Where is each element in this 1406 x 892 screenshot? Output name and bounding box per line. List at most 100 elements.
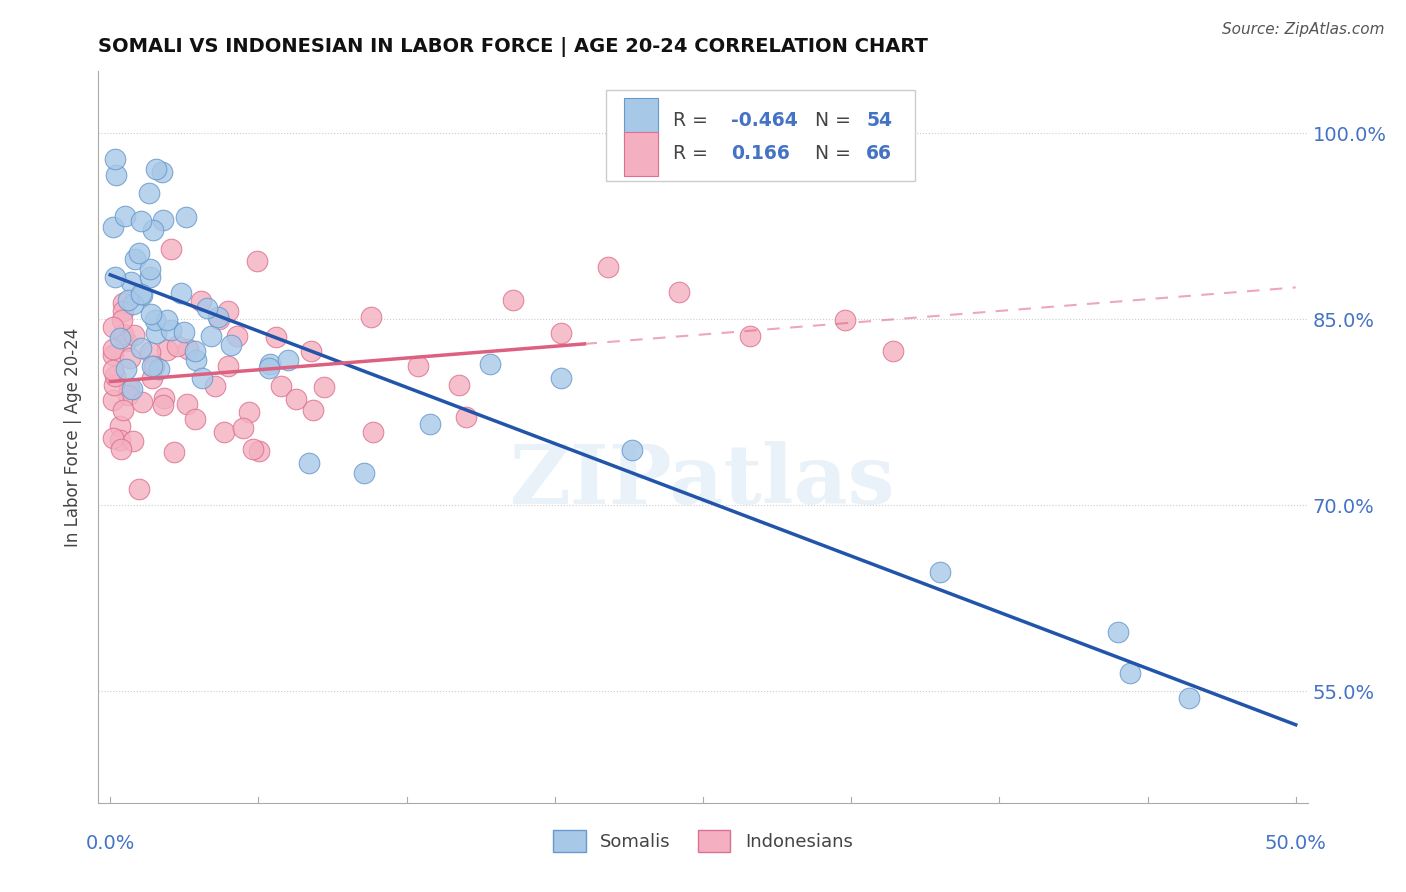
Point bbox=[120, 275, 142, 289]
Point bbox=[108, 331, 131, 345]
Point bbox=[139, 307, 162, 321]
Point bbox=[114, 209, 136, 223]
Point bbox=[360, 310, 382, 325]
Point bbox=[238, 404, 260, 418]
Point bbox=[246, 253, 269, 268]
Text: 54: 54 bbox=[866, 111, 893, 129]
Point bbox=[142, 222, 165, 236]
Point bbox=[112, 304, 135, 318]
Point bbox=[247, 444, 270, 458]
Text: 0.166: 0.166 bbox=[731, 145, 790, 163]
Point bbox=[160, 323, 183, 337]
Point bbox=[145, 161, 167, 176]
Point bbox=[264, 329, 287, 343]
Point bbox=[101, 363, 124, 377]
Point bbox=[183, 343, 205, 358]
Point bbox=[150, 165, 173, 179]
Point bbox=[160, 242, 183, 256]
Point bbox=[148, 362, 170, 376]
Point bbox=[156, 343, 179, 357]
Point bbox=[128, 483, 150, 497]
Point bbox=[408, 359, 430, 373]
Y-axis label: In Labor Force | Age 20-24: In Labor Force | Age 20-24 bbox=[65, 327, 83, 547]
Point bbox=[176, 397, 198, 411]
Point bbox=[173, 325, 195, 339]
Point bbox=[197, 301, 219, 315]
Point bbox=[550, 326, 572, 341]
Point bbox=[163, 444, 186, 458]
Point bbox=[139, 345, 162, 359]
Point bbox=[138, 186, 160, 200]
Point bbox=[129, 287, 152, 301]
Point bbox=[447, 378, 470, 392]
Point bbox=[184, 412, 207, 426]
Point bbox=[139, 262, 162, 277]
Text: 66: 66 bbox=[866, 145, 893, 163]
Text: R =: R = bbox=[673, 145, 714, 163]
Point bbox=[190, 294, 212, 309]
Point bbox=[143, 313, 166, 327]
Point bbox=[270, 378, 292, 392]
Point bbox=[259, 358, 281, 372]
Point bbox=[111, 312, 134, 326]
Point bbox=[131, 288, 153, 302]
Point bbox=[110, 433, 132, 447]
Point bbox=[184, 352, 207, 367]
Point bbox=[141, 371, 163, 385]
Legend: Somalis, Indonesians: Somalis, Indonesians bbox=[546, 823, 860, 860]
Point bbox=[101, 431, 124, 445]
Point bbox=[128, 245, 150, 260]
Text: -0.464: -0.464 bbox=[731, 111, 797, 129]
Point bbox=[110, 442, 132, 457]
Point bbox=[129, 341, 152, 355]
Point bbox=[103, 378, 125, 392]
Point bbox=[212, 425, 235, 439]
Point bbox=[145, 326, 167, 340]
Point bbox=[740, 329, 762, 343]
Point bbox=[620, 442, 643, 457]
Point bbox=[124, 252, 146, 267]
Point bbox=[312, 379, 335, 393]
Point bbox=[834, 312, 856, 326]
Point bbox=[141, 359, 163, 373]
Point bbox=[217, 359, 239, 373]
Point bbox=[200, 328, 222, 343]
Point bbox=[174, 210, 197, 224]
Point bbox=[502, 293, 524, 308]
FancyBboxPatch shape bbox=[624, 98, 658, 142]
Point bbox=[118, 382, 141, 396]
Point bbox=[550, 371, 572, 385]
Point bbox=[1178, 691, 1201, 706]
Point bbox=[277, 353, 299, 368]
Point bbox=[153, 391, 176, 405]
Point bbox=[232, 421, 254, 435]
Point bbox=[101, 348, 124, 362]
Point bbox=[285, 392, 308, 406]
Text: R =: R = bbox=[673, 111, 714, 129]
FancyBboxPatch shape bbox=[606, 90, 915, 181]
Text: ZIPatlas: ZIPatlas bbox=[510, 441, 896, 521]
Point bbox=[170, 286, 193, 301]
Point bbox=[217, 304, 239, 318]
Point bbox=[104, 153, 127, 167]
Point bbox=[104, 168, 127, 182]
Point bbox=[101, 392, 124, 407]
Point bbox=[301, 402, 323, 417]
Text: SOMALI VS INDONESIAN IN LABOR FORCE | AGE 20-24 CORRELATION CHART: SOMALI VS INDONESIAN IN LABOR FORCE | AG… bbox=[98, 37, 928, 57]
Point bbox=[117, 293, 139, 307]
Point bbox=[152, 212, 174, 227]
Point bbox=[101, 320, 124, 334]
Point bbox=[115, 334, 138, 349]
Point bbox=[882, 344, 904, 359]
Point bbox=[204, 379, 226, 393]
Point bbox=[121, 382, 143, 396]
Point bbox=[112, 327, 135, 342]
Point bbox=[208, 312, 231, 326]
Point bbox=[1107, 625, 1129, 640]
Point bbox=[152, 398, 174, 412]
Point bbox=[299, 343, 322, 358]
Point bbox=[121, 296, 143, 310]
Point bbox=[156, 312, 179, 326]
Point bbox=[139, 270, 162, 285]
Point bbox=[131, 394, 153, 409]
